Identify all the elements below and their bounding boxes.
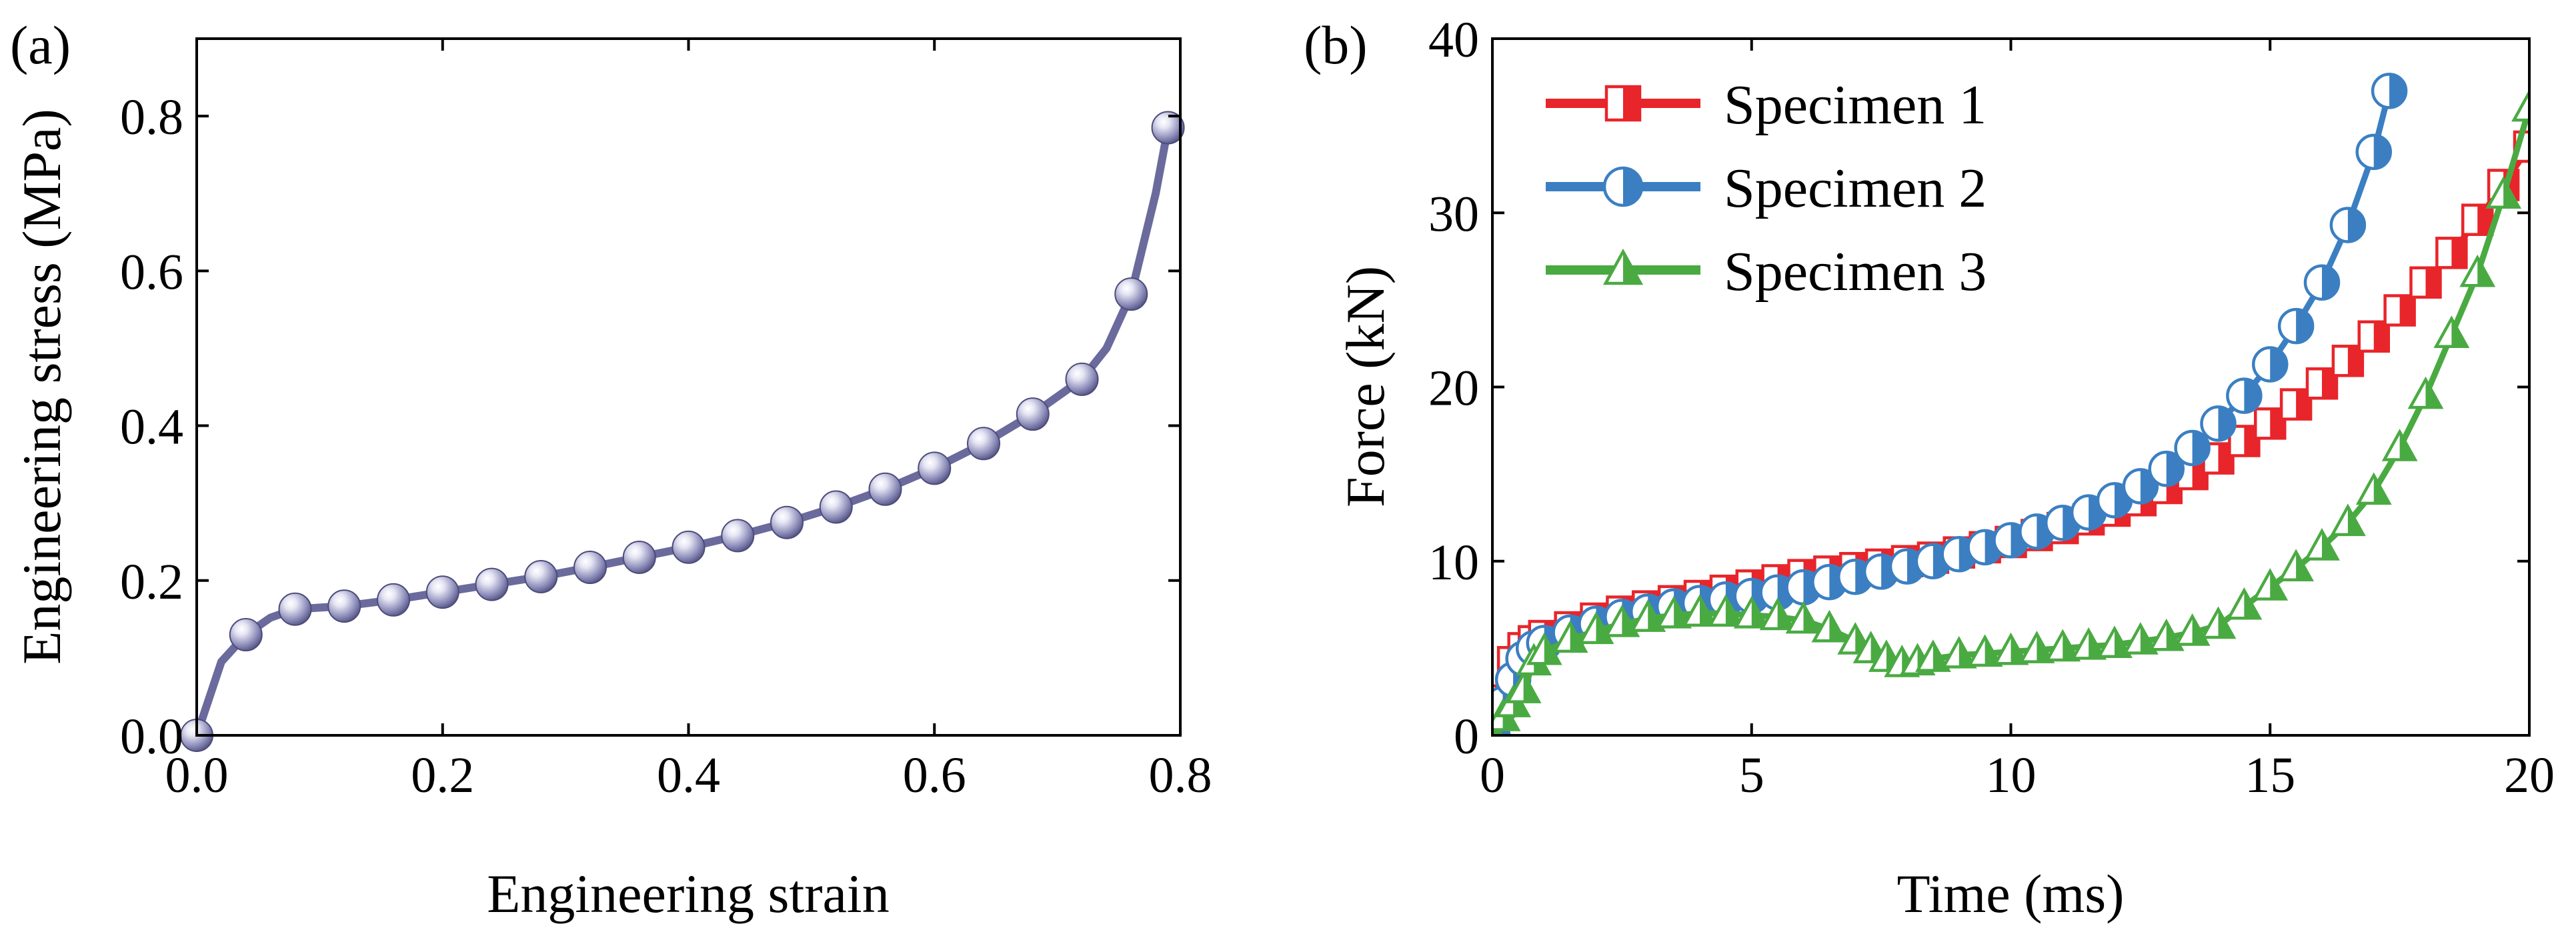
panel-b-y-axis-title: Force (kN) xyxy=(1335,266,1396,507)
panel-a-frame xyxy=(195,37,1182,737)
data-point-marker xyxy=(918,451,952,485)
legend-label: Specimen 1 xyxy=(1724,74,1987,136)
panel-a-y-axis: 0.0 0.2 0.4 0.6 0.8 xyxy=(120,89,1180,765)
panel-a-label: (a) xyxy=(10,15,71,75)
x-tick-label: 0.2 xyxy=(411,747,474,803)
specimen-1-marker xyxy=(2435,237,2468,269)
panel-a-x-axis-title: Engineering strain xyxy=(487,863,889,924)
y-tick-label: 10 xyxy=(1428,535,1479,591)
specimen-2-marker xyxy=(2252,346,2289,383)
x-tick-label: 0.4 xyxy=(657,747,720,803)
y-tick-label: 30 xyxy=(1428,186,1479,242)
x-tick-label: 15 xyxy=(2245,747,2295,803)
specimen-1-marker xyxy=(2357,320,2390,353)
data-point-marker xyxy=(1151,111,1185,145)
y-tick-label: 40 xyxy=(1428,12,1479,68)
data-point-marker xyxy=(377,583,410,617)
specimen-1-marker xyxy=(2331,345,2365,377)
y-tick-label: 0.2 xyxy=(120,554,183,610)
x-tick-label: 0.8 xyxy=(1149,747,1212,803)
data-point-marker xyxy=(229,618,263,652)
y-tick-label: 0.6 xyxy=(120,244,183,300)
specimen-1-marker xyxy=(2461,203,2494,236)
data-point-marker xyxy=(278,592,312,626)
specimen-3-marker xyxy=(2511,89,2529,122)
specimen-3-marker xyxy=(1707,594,1744,627)
legend-marker xyxy=(1602,166,1644,207)
data-point-marker xyxy=(425,575,459,609)
y-tick-label: 0 xyxy=(1454,709,1479,765)
legend-label: Specimen 3 xyxy=(1724,241,1987,303)
data-point-marker xyxy=(524,559,558,593)
panel-b-y-axis: 0 10 20 30 40 xyxy=(1428,12,2529,765)
y-tick-label: 0.4 xyxy=(120,399,183,455)
stress-strain-line xyxy=(193,123,1172,739)
specimen-2-marker xyxy=(2355,133,2392,171)
data-point-marker xyxy=(770,505,804,539)
panel-b-x-axis-title: Time (ms) xyxy=(1897,863,2125,924)
y-tick-label: 20 xyxy=(1428,361,1479,417)
specimen-3-marker xyxy=(1552,620,1588,653)
specimen-1-marker xyxy=(2383,294,2416,327)
legend-marker xyxy=(1604,85,1642,122)
panel-a-plot-area xyxy=(180,111,1185,752)
data-point-marker xyxy=(672,530,706,564)
panel-b-plot-area xyxy=(1492,73,2529,735)
specimen-3-marker xyxy=(1733,595,1770,629)
data-point-marker xyxy=(573,551,607,585)
data-point-marker xyxy=(1114,277,1148,311)
legend-item-specimen-3: Specimen 3 xyxy=(1546,241,1987,303)
specimen-1-marker xyxy=(2409,266,2442,299)
data-point-marker xyxy=(1065,362,1099,396)
y-tick-label: 0.8 xyxy=(120,89,183,145)
panel-b-x-axis: 0 5 10 15 20 xyxy=(1480,39,2555,803)
data-point-marker xyxy=(967,427,1000,461)
specimen-2-marker xyxy=(2371,73,2408,109)
panel-a-chart: (a) 0.0 0.2 0.4 0.6 0.8 0.0 0.2 0.4 0.6 0.8 Engi… xyxy=(10,15,1212,924)
specimen-3-marker xyxy=(2355,472,2392,505)
data-point-marker xyxy=(868,472,902,506)
specimen-2-marker xyxy=(2303,264,2341,301)
x-tick-label: 0 xyxy=(1480,747,1505,803)
specimen-1-marker xyxy=(2279,388,2313,421)
panel-b-label: (b) xyxy=(1304,15,1368,75)
data-point-marker xyxy=(721,519,755,553)
panel-a-x-axis: 0.0 0.2 0.4 0.6 0.8 xyxy=(165,39,1212,803)
specimen-2-marker xyxy=(2277,307,2315,345)
specimen-1-marker xyxy=(2228,425,2261,457)
x-tick-label: 5 xyxy=(1739,747,1764,803)
x-tick-label: 10 xyxy=(1986,747,2037,803)
data-point-marker xyxy=(1016,397,1050,431)
specimen-2-marker xyxy=(2226,377,2263,414)
y-tick-label: 0.0 xyxy=(120,709,183,765)
legend-label: Specimen 2 xyxy=(1724,157,1987,219)
legend-item-specimen-1: Specimen 1 xyxy=(1546,74,1987,136)
legend-item-specimen-2: Specimen 2 xyxy=(1546,157,1987,219)
x-tick-label: 0.0 xyxy=(165,747,229,803)
x-tick-label: 20 xyxy=(2504,747,2555,803)
specimen-2-marker xyxy=(2148,451,2185,487)
data-point-marker xyxy=(622,540,656,574)
panel-a-y-axis-title: Engineering stress (MPa) xyxy=(11,109,72,665)
specimen-2-marker xyxy=(2200,405,2237,442)
specimen-2-marker xyxy=(2122,468,2159,505)
data-point-marker xyxy=(475,567,509,601)
panel-b-legend: Specimen 1 Specimen 2 Specimen 3 xyxy=(1546,74,1987,303)
data-point-marker xyxy=(819,490,853,524)
x-tick-label: 0.6 xyxy=(903,747,966,803)
specimen-2-marker xyxy=(2329,207,2367,243)
data-point-marker xyxy=(327,589,361,623)
